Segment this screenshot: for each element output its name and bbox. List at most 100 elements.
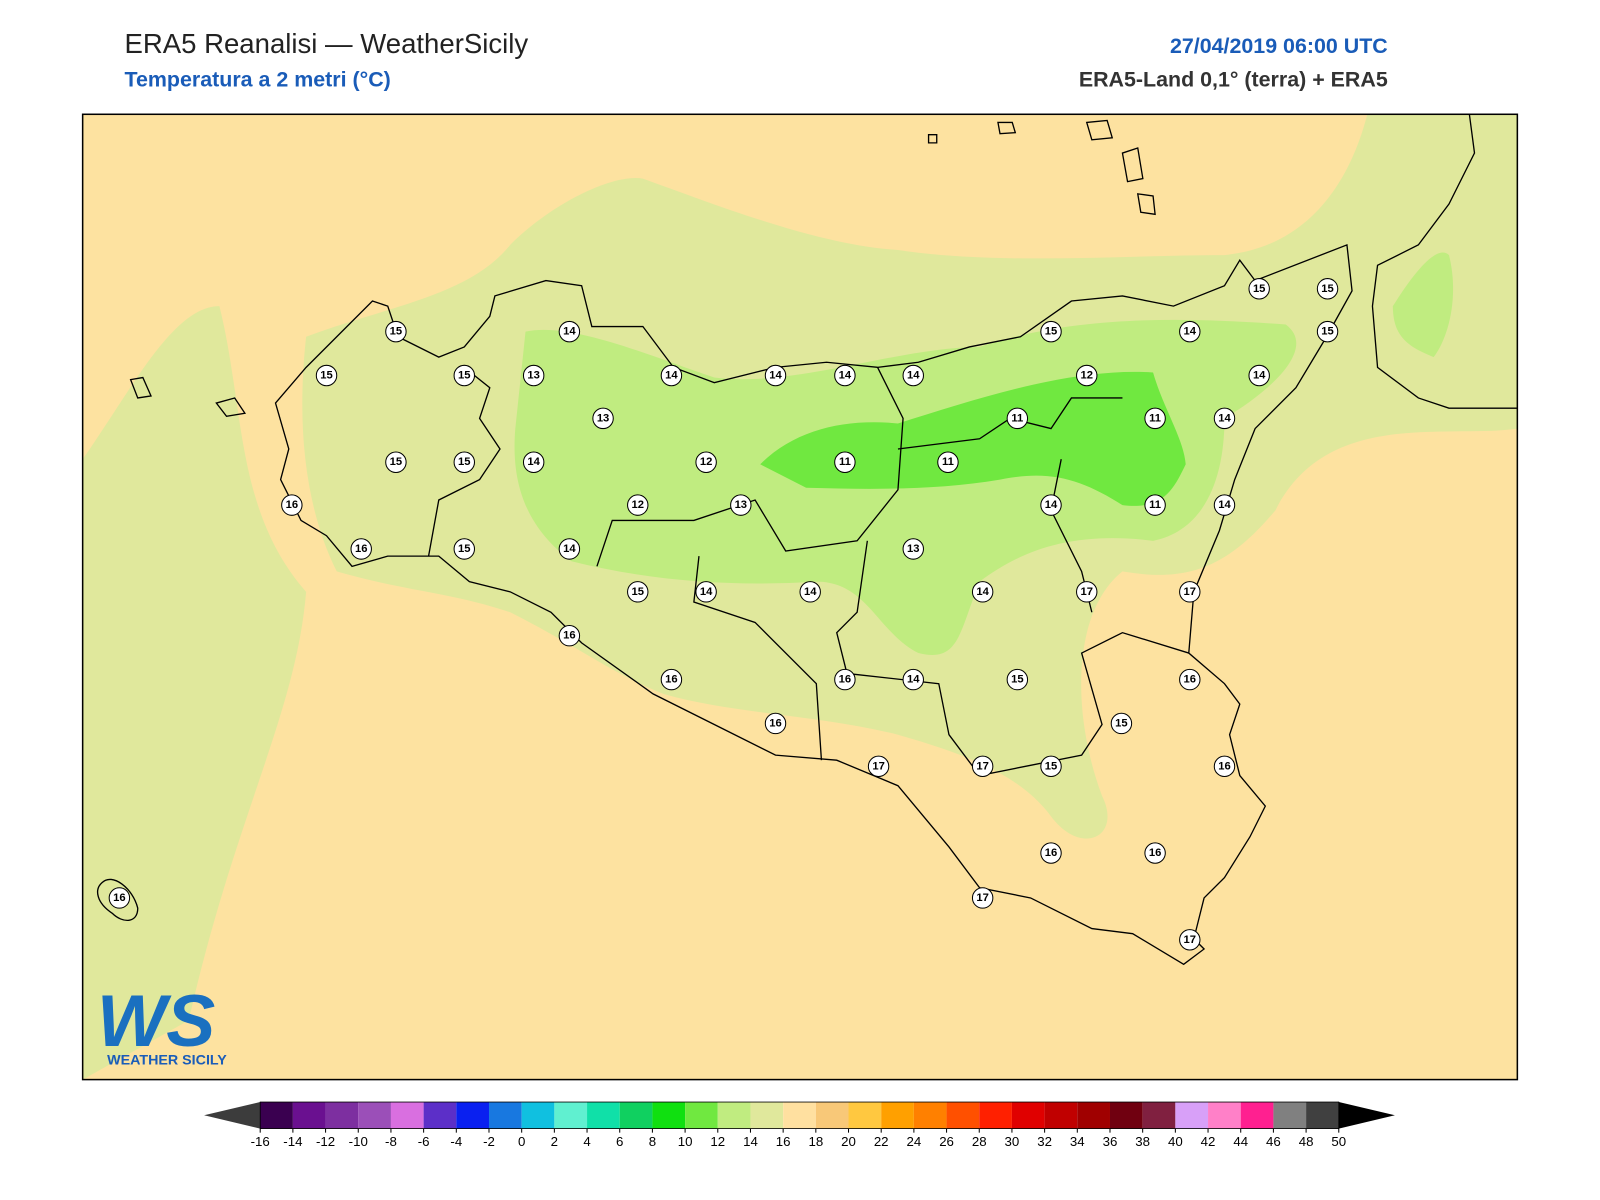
station-value: 16 [563, 630, 575, 642]
station-marker [1316, 278, 1339, 300]
colorbar-box [488, 1102, 522, 1129]
colorbar-tick-label: 22 [874, 1134, 889, 1149]
station-marker [730, 494, 752, 516]
station-marker [315, 364, 338, 387]
colorbar-box [717, 1102, 751, 1129]
station-marker [1144, 842, 1166, 864]
colorbar-tick-label: -4 [450, 1134, 462, 1149]
colorbar-box [1142, 1102, 1176, 1129]
station-marker [902, 668, 924, 691]
station-value: 14 [1218, 499, 1231, 511]
colorbar-tick-label: -6 [418, 1134, 430, 1149]
station-marker [453, 451, 475, 473]
station-marker [1213, 494, 1236, 516]
station-value: 11 [942, 456, 954, 468]
station-value: 15 [1321, 326, 1333, 338]
colorbar-box [848, 1102, 882, 1129]
station-marker [764, 364, 787, 387]
station-value: 14 [563, 326, 576, 338]
station-marker [902, 538, 924, 560]
station-marker [558, 538, 581, 560]
station-value: 12 [700, 456, 712, 468]
colorbar-box [1109, 1102, 1143, 1129]
station-value: 15 [458, 543, 470, 555]
colorbar-tick-label: 30 [1005, 1134, 1020, 1149]
station-marker [834, 364, 856, 387]
station-marker [1248, 364, 1270, 387]
colorbar-box [1077, 1102, 1110, 1129]
colorbar-box [456, 1102, 489, 1129]
station-value: 16 [355, 543, 367, 555]
station-value: 17 [1080, 586, 1092, 598]
colorbar-extend-low [204, 1102, 261, 1129]
station-marker [1040, 842, 1062, 864]
colorbar-box [292, 1102, 326, 1129]
contour-10 [760, 371, 1186, 506]
colorbar-box [1175, 1102, 1209, 1129]
station-marker [1179, 581, 1201, 603]
station-value: 14 [527, 456, 540, 468]
colorbar-box [587, 1102, 620, 1129]
colorbar-tick-label: 44 [1233, 1134, 1248, 1149]
colorbar-tick-label: 42 [1201, 1134, 1216, 1149]
colorbar-tick-label: 28 [972, 1134, 987, 1149]
station-value: 16 [1218, 760, 1230, 772]
station-value: 15 [1045, 326, 1057, 338]
colorbar-box [619, 1102, 653, 1129]
logo-text: WEATHER SICILY [107, 1052, 227, 1068]
colorbar-box [815, 1102, 849, 1129]
station-value: 11 [1011, 412, 1023, 424]
colorbar-box [1306, 1102, 1339, 1129]
colorbar-tick-label: 16 [776, 1134, 791, 1149]
station-value: 15 [1011, 674, 1023, 686]
calabria-coast [1371, 114, 1518, 409]
colorbar-tick-label: 0 [518, 1134, 525, 1149]
station-marker [695, 451, 717, 473]
station-marker [385, 451, 407, 473]
colorbar-box [1240, 1102, 1274, 1129]
station-marker [1040, 494, 1062, 516]
colorbar-tick-label: 8 [649, 1134, 656, 1149]
colorbar-tick-label: 40 [1168, 1134, 1183, 1149]
colorbar-box [750, 1102, 784, 1129]
station-marker [867, 755, 890, 778]
colorbar-extend-high [1338, 1102, 1395, 1129]
colorbar-box [1273, 1102, 1307, 1129]
station-value: 15 [390, 326, 402, 338]
station-marker [1110, 712, 1133, 735]
colorbar-tick-label: 34 [1070, 1134, 1085, 1149]
station-value: 16 [113, 892, 125, 904]
station-value: 15 [458, 370, 470, 382]
colorbar-tick-label: 12 [710, 1134, 725, 1149]
station-marker [1179, 320, 1201, 343]
title: ERA5 Reanalisi — WeatherSicily [124, 28, 528, 59]
station-marker [453, 538, 475, 560]
station-value: 16 [1184, 674, 1196, 686]
contour-14 [82, 306, 307, 1080]
colorbar-frame [259, 1101, 1340, 1129]
logo: WS WEATHER SICILY [97, 979, 227, 1068]
colorbar-box [913, 1102, 947, 1129]
station-marker [558, 625, 581, 647]
colorbar-box [1044, 1102, 1078, 1129]
station-value: 15 [458, 456, 470, 468]
colorbar-tick-label: 14 [743, 1134, 758, 1149]
station-marker [799, 581, 821, 603]
station-value: 14 [907, 674, 920, 686]
colorbar-box [554, 1102, 588, 1129]
station-marker [660, 668, 683, 691]
colorbar-tick-label: 32 [1037, 1134, 1052, 1149]
stations: 15 14 15 14 15 15 15 15 15 13 14 14 14 14 12 14 13 11 11 14… [108, 278, 1339, 951]
colorbar-box [358, 1102, 391, 1129]
station-value: 16 [1045, 847, 1057, 859]
colorbar-tick-label: -16 [251, 1134, 270, 1149]
colorbar-tick-label: 18 [808, 1134, 823, 1149]
colorbar-tick-label: 50 [1331, 1134, 1346, 1149]
colorbar-box [325, 1102, 359, 1129]
colorbar-tick-label: 46 [1266, 1134, 1281, 1149]
logo-mark: WS [97, 979, 215, 1062]
subtitle: Temperatura a 2 metri (°C) [124, 68, 390, 92]
islands [96, 119, 1156, 921]
station-value: 14 [1253, 370, 1266, 382]
colorbar-tick-label: 38 [1135, 1134, 1150, 1149]
